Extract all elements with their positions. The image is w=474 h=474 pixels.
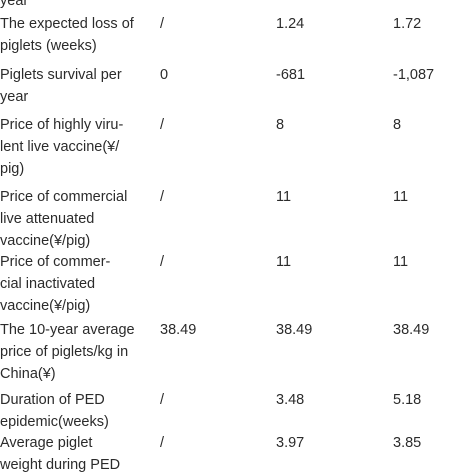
- table-cell: 3.85: [393, 435, 422, 451]
- table-cell: 5.18: [393, 392, 422, 408]
- row-label: Price of commercial live attenuated vacc…: [0, 189, 128, 249]
- row-label: The expected loss of piglets (weeks): [0, 16, 134, 54]
- table-cell: 0: [160, 67, 169, 83]
- table-cell: 3.97: [276, 435, 305, 451]
- row-label: Average piglet weight during PED: [0, 435, 121, 473]
- table-cell: -681: [276, 67, 306, 83]
- table-cell: 1.24: [276, 16, 305, 32]
- row-label: The 10-year average price of piglets/kg …: [0, 322, 135, 382]
- table-cell: 8: [393, 117, 402, 133]
- table-cell: 11: [276, 189, 292, 205]
- table-cell: 38.49: [393, 322, 430, 338]
- row-label: year: [0, 0, 29, 9]
- table-cell: /: [160, 16, 165, 32]
- table-cell: /: [160, 435, 165, 451]
- table-cell: 11: [393, 189, 409, 205]
- row-label: Duration of PED epidemic(weeks): [0, 392, 109, 430]
- table-cell: 11: [276, 254, 292, 270]
- table-cell: /: [160, 254, 165, 270]
- row-label: Piglets survival per year: [0, 67, 122, 105]
- table-cell: 1.72: [393, 16, 422, 32]
- table-cell: 38.49: [276, 322, 313, 338]
- table-cell: 38.49: [160, 322, 197, 338]
- table-cell: /: [160, 117, 165, 133]
- table-cell: /: [160, 189, 165, 205]
- table-cell: -1,087: [393, 67, 435, 83]
- table-cell: 3.48: [276, 392, 305, 408]
- row-label: Price of highly viru- lent live vaccine(…: [0, 117, 124, 177]
- row-label: Price of commer- cial inactivated vaccin…: [0, 254, 111, 314]
- table-cell: /: [160, 392, 165, 408]
- table-cell: 11: [393, 254, 409, 270]
- table-cell: 8: [276, 117, 285, 133]
